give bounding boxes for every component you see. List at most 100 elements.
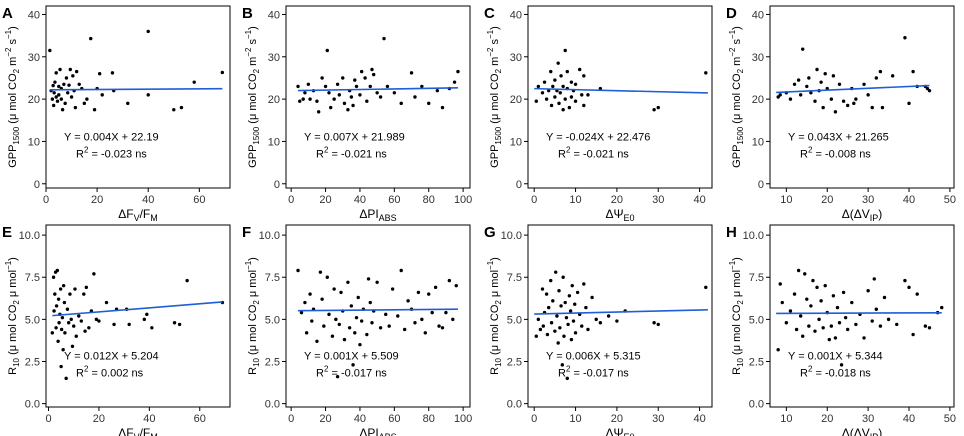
data-point (542, 80, 547, 84)
data-point (308, 97, 312, 101)
data-point (409, 71, 414, 75)
data-point (551, 84, 555, 89)
data-point (704, 71, 708, 75)
data-point (556, 341, 560, 345)
data-point (65, 307, 70, 311)
data-point (71, 74, 75, 78)
data-point (48, 48, 52, 53)
data-point (553, 78, 557, 82)
x-tick-label: 50 (944, 413, 956, 425)
data-point (923, 324, 928, 328)
data-point (538, 327, 543, 332)
data-point (573, 302, 577, 306)
x-axis-label: ΔPIABS (359, 207, 396, 223)
data-point (878, 324, 883, 328)
x-tick-label: 60 (193, 194, 205, 206)
data-point (801, 47, 805, 51)
plot-frame (45, 224, 231, 408)
data-point (454, 283, 458, 288)
data-point (831, 74, 836, 78)
data-point (150, 326, 154, 330)
data-point (349, 304, 354, 308)
x-tick-label: 40 (354, 194, 366, 206)
data-point (112, 322, 116, 327)
regression-line (534, 87, 708, 94)
data-point (866, 289, 870, 293)
data-point (568, 309, 573, 313)
data-point (378, 95, 383, 99)
panel-F: F 0.0 2.5 5.0 7.5 10.0 0 20 40 60 80 100 ΔPIABS R10 (… (242, 224, 472, 436)
x-axis-label: ΔFV/FM (118, 207, 158, 223)
data-point (60, 315, 65, 320)
x-tick-label: 30 (862, 413, 874, 425)
data-point (375, 280, 379, 284)
data-point (384, 312, 388, 317)
data-point (778, 282, 782, 286)
data-point (335, 82, 340, 87)
data-point (565, 376, 569, 381)
panel-D: D 0 10 20 30 40 10 20 30 40 50 Δ(ΔVIP) GPP1500 (μ mo… (726, 5, 956, 223)
x-tick-label: 40 (354, 413, 366, 425)
data-point (146, 93, 150, 97)
data-point (54, 326, 58, 330)
data-point (927, 88, 932, 93)
y-tick-label: 20 (28, 94, 40, 106)
data-point (866, 93, 870, 97)
y-tick-label: 7.5 (265, 272, 280, 284)
x-tick-label: 40 (143, 413, 155, 425)
data-point (346, 107, 350, 112)
data-point (534, 99, 538, 103)
data-point (852, 101, 856, 106)
data-point (318, 270, 323, 274)
data-point (332, 97, 336, 101)
data-point (788, 309, 793, 313)
data-point (365, 99, 369, 103)
panel-label-G: G (484, 224, 496, 241)
regression-line (298, 87, 458, 92)
data-point (298, 99, 302, 103)
y-tick-label: 20 (268, 94, 280, 106)
data-point (64, 76, 69, 80)
data-point (862, 336, 866, 340)
y-axis-label: R10 (μ mol CO2 μ mol−1) (244, 257, 261, 375)
data-point (177, 322, 182, 327)
data-point (353, 78, 357, 82)
y-axis-label: R10 (μ mol CO2 μ mol−1) (4, 257, 21, 375)
data-point (351, 363, 355, 367)
y-tick-label: 2.5 (265, 357, 280, 369)
data-point (577, 67, 582, 72)
data-point (308, 292, 312, 296)
data-point (346, 280, 350, 284)
data-point (862, 82, 866, 87)
data-point (66, 91, 70, 95)
data-point (58, 67, 62, 72)
y-tick-label: 30 (268, 52, 280, 64)
data-point (890, 74, 895, 78)
data-point (79, 319, 83, 323)
data-point (406, 299, 410, 303)
data-point (356, 295, 360, 300)
data-point (192, 80, 196, 84)
data-point (399, 268, 403, 273)
data-point (342, 337, 347, 342)
data-point (66, 321, 71, 325)
data-point (874, 307, 879, 311)
data-point (58, 287, 63, 291)
x-axis-label: ΔPIABS (359, 426, 396, 436)
r-squared: R2 = -0.021 ns (558, 146, 629, 161)
data-point (815, 285, 819, 290)
plot-frame (527, 5, 713, 189)
data-point (557, 101, 561, 106)
x-tick-label: 10 (569, 194, 581, 206)
data-point (792, 82, 797, 87)
data-point (387, 324, 391, 328)
data-point (359, 69, 364, 74)
data-point (423, 331, 427, 335)
data-point (598, 86, 603, 91)
r-squared: R2 = 0.002 ns (76, 365, 144, 380)
data-point (72, 324, 76, 328)
x-tick-label: 0 (45, 413, 51, 425)
data-point (304, 331, 309, 335)
data-point (402, 327, 407, 332)
